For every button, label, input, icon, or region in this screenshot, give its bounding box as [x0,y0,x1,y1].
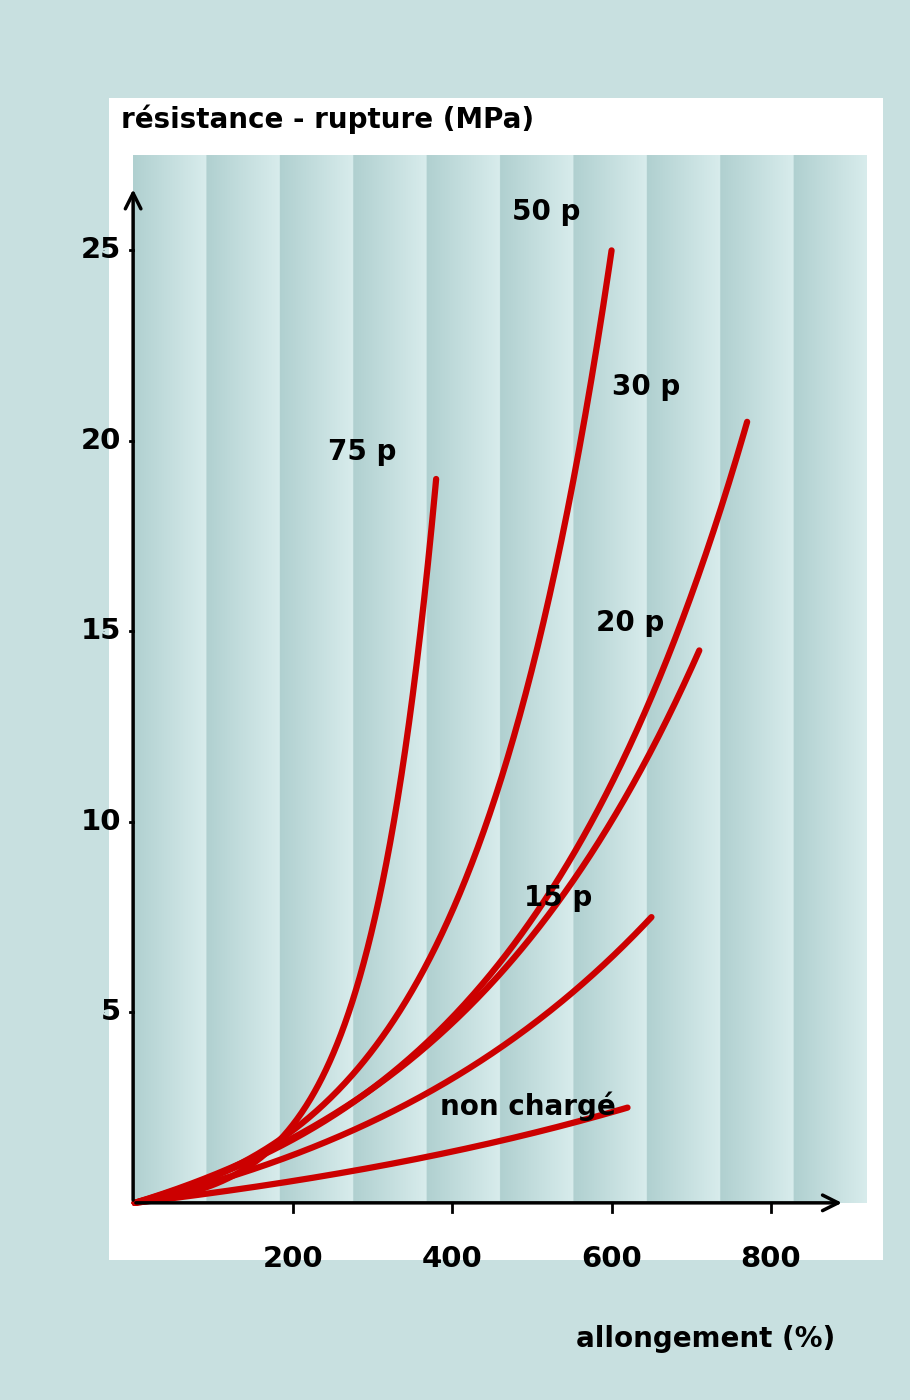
Text: 75 p: 75 p [329,438,397,466]
Text: résistance - rupture (MPa): résistance - rupture (MPa) [121,105,534,134]
Text: 5: 5 [101,998,121,1026]
Text: 600: 600 [581,1245,642,1273]
Text: 800: 800 [741,1245,802,1273]
Text: 25: 25 [81,237,121,265]
Text: 20: 20 [81,427,121,455]
Text: 15: 15 [81,617,121,645]
Text: 10: 10 [81,808,121,836]
Text: non chargé: non chargé [440,1092,616,1121]
Text: 50 p: 50 p [512,197,581,225]
Text: 15 p: 15 p [524,883,592,911]
Text: 400: 400 [421,1245,482,1273]
Text: allongement (%): allongement (%) [576,1324,835,1352]
Text: 30 p: 30 p [612,374,680,402]
Text: 200: 200 [262,1245,323,1273]
Text: 20 p: 20 p [596,609,664,637]
